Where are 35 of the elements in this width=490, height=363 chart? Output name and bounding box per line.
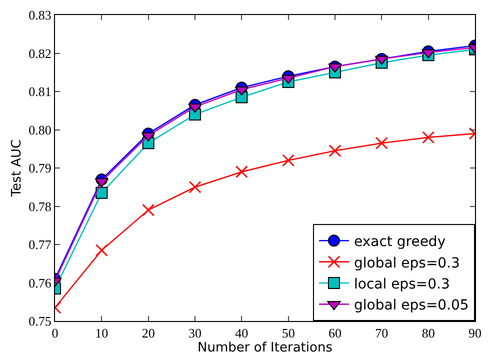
legend-label: global eps=0.05 <box>354 298 469 314</box>
x-tick-label: 30 <box>188 326 202 341</box>
y-tick-label: 0.79 <box>28 160 52 176</box>
point <box>95 244 108 256</box>
x-tick-label: 50 <box>282 326 295 341</box>
y-tick-label: 0.76 <box>28 275 52 290</box>
y-tick-label: 0.78 <box>28 198 52 214</box>
x-tick-label: 80 <box>422 326 435 341</box>
point <box>142 204 155 216</box>
x-tick-label: 70 <box>375 326 388 341</box>
y-tick-label: 0.77 <box>28 237 52 252</box>
legend-label: local eps=0.3 <box>354 276 450 292</box>
x-tick-label: 20 <box>142 326 155 341</box>
x-axis-title: Number of Iterations <box>198 340 333 356</box>
x-tick-label: 90 <box>468 326 482 341</box>
y-axis-title: Test AUC <box>10 139 25 198</box>
y-tick-label: 0.83 <box>28 8 52 23</box>
legend-label: exact greedy <box>354 234 446 250</box>
y-tick-label: 0.80 <box>28 122 52 138</box>
x-tick-label: 10 <box>95 326 108 341</box>
point <box>188 180 202 194</box>
x-tick-label: 60 <box>328 326 342 341</box>
y-tick-label: 0.81 <box>28 84 52 100</box>
x-tick-label: 40 <box>235 326 248 341</box>
x-tick-label: 0 <box>52 326 58 341</box>
point <box>235 166 248 178</box>
y-tick-label: 0.75 <box>28 314 52 329</box>
legend-label: global eps=0.3 <box>354 255 460 272</box>
point <box>282 154 295 167</box>
point <box>328 63 342 73</box>
point <box>422 131 435 144</box>
point <box>96 186 108 199</box>
point <box>375 136 388 150</box>
point <box>328 144 342 158</box>
y-tick-label: 0.82 <box>28 46 52 61</box>
